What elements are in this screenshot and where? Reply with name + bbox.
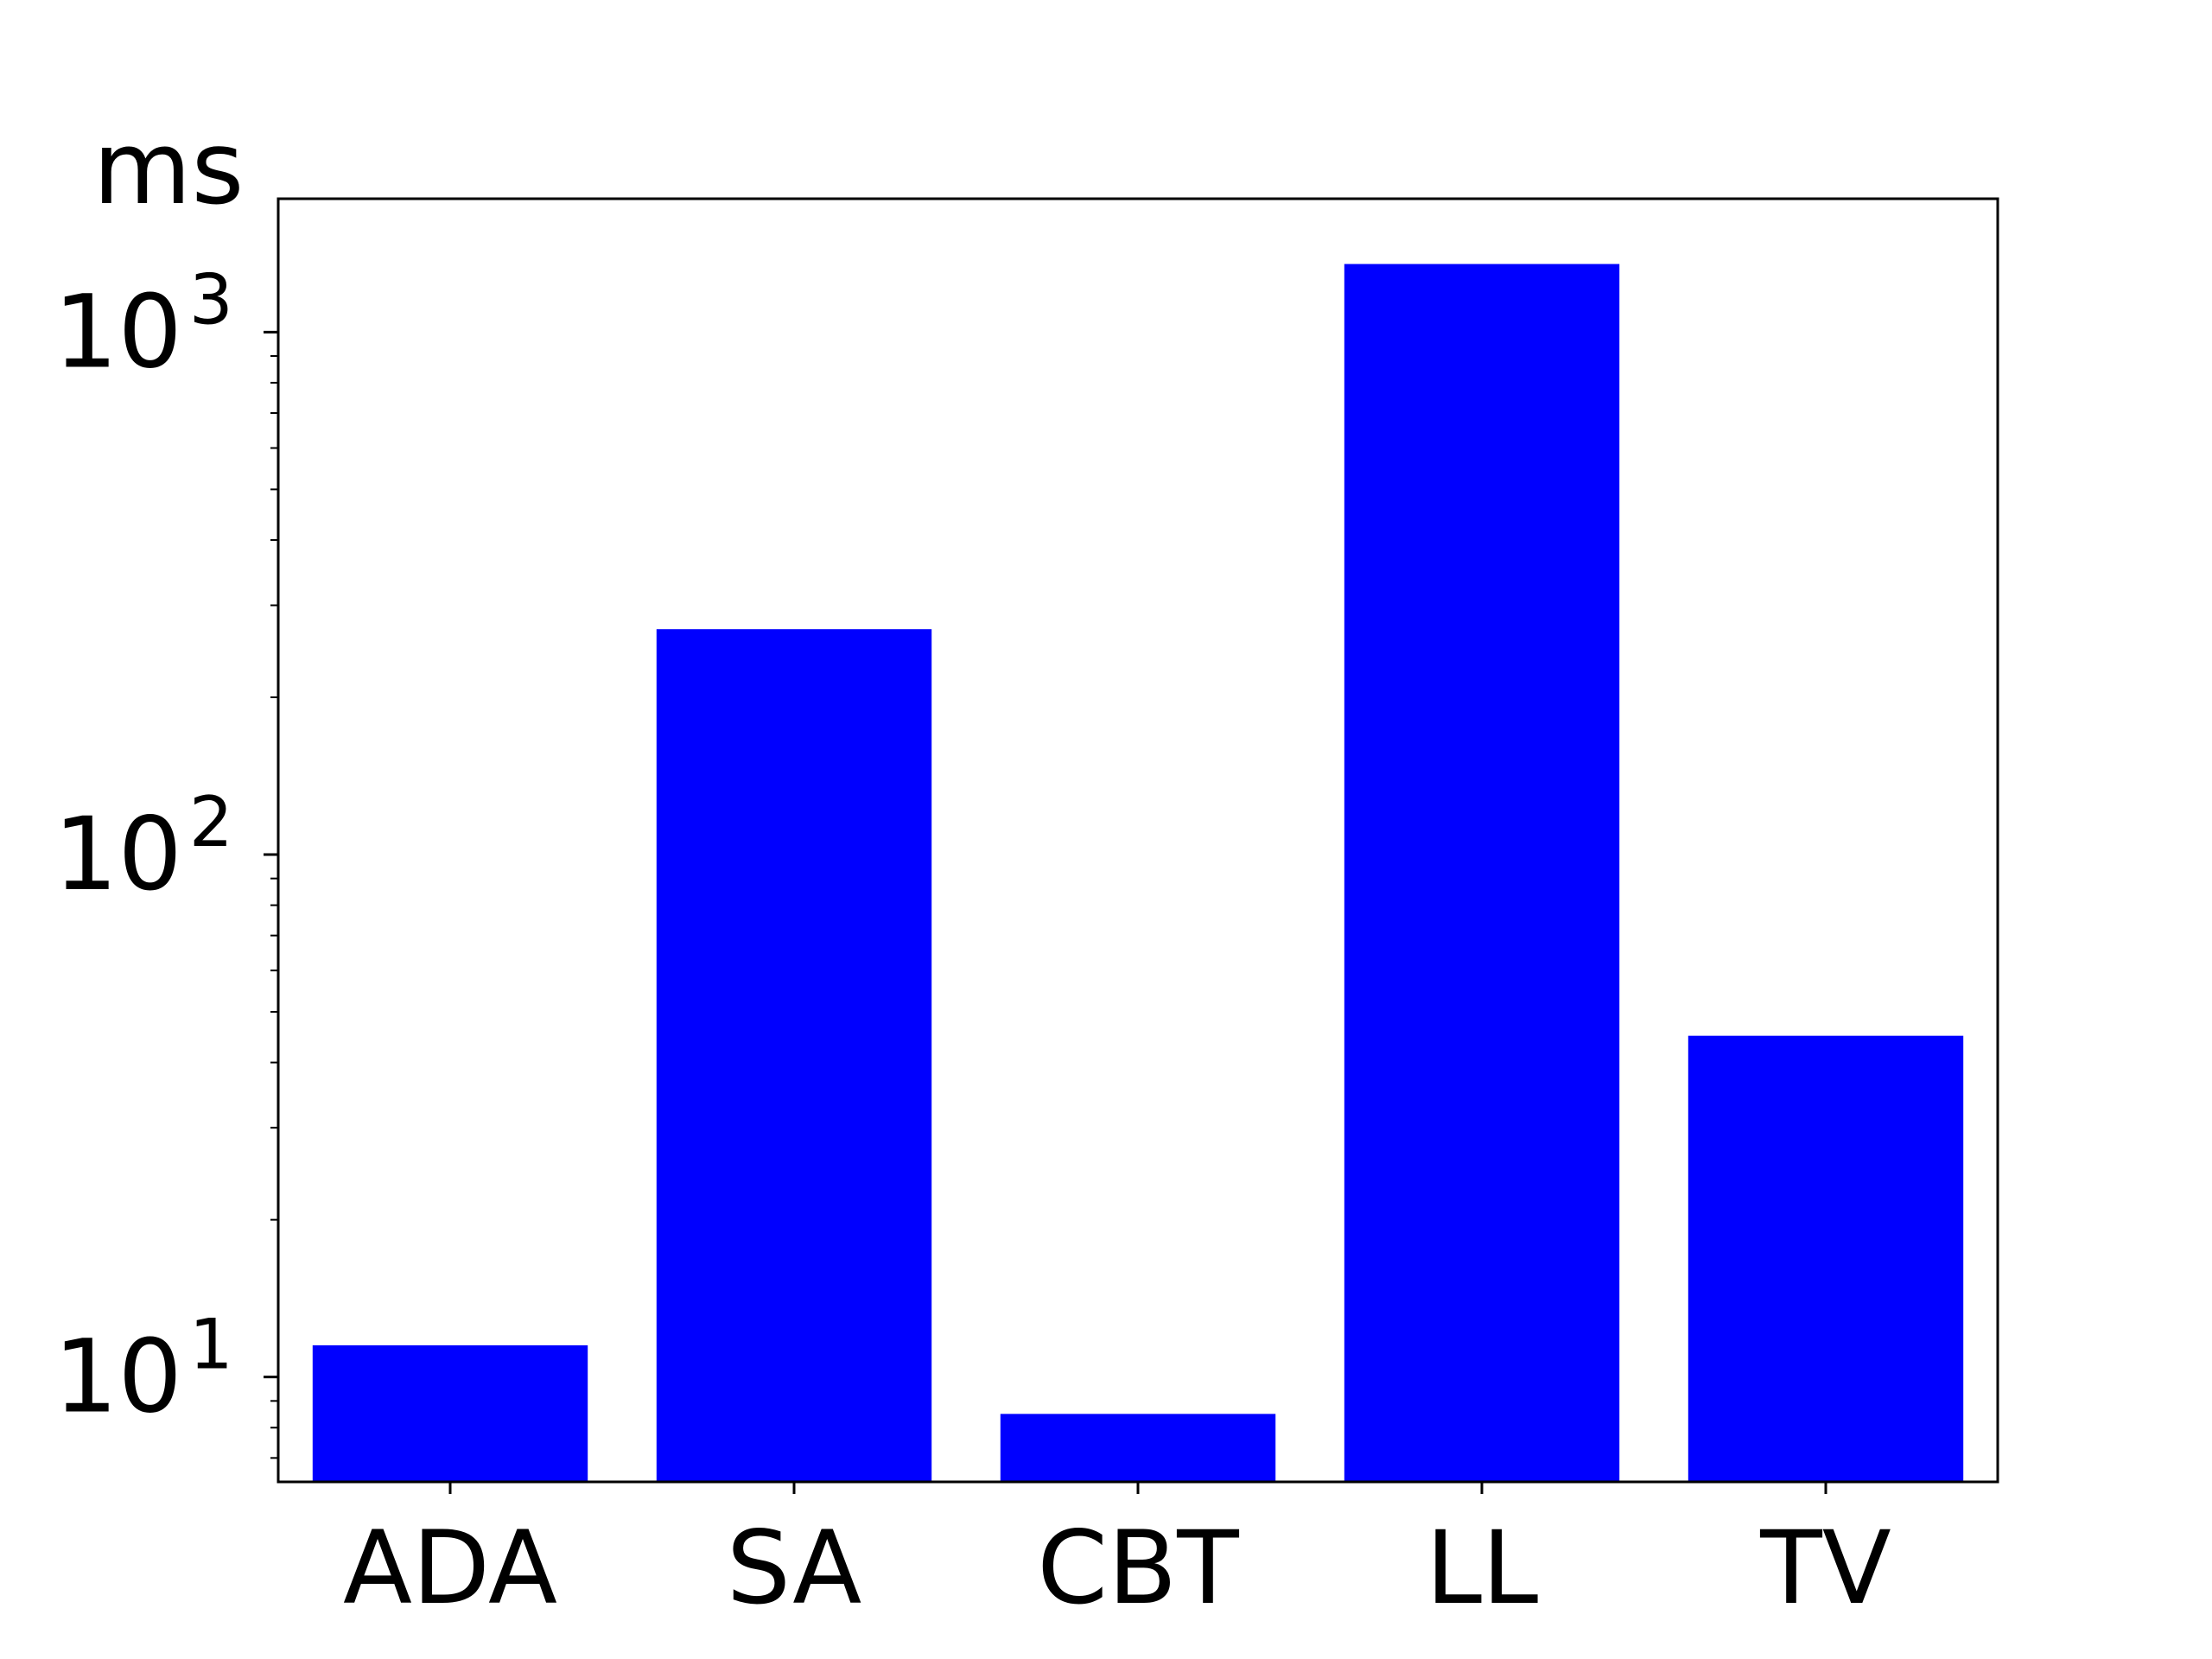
bars-group <box>312 264 1964 1482</box>
bar-sa <box>656 629 932 1482</box>
bar-tv <box>1688 1035 1964 1482</box>
y-tick-label-10: 10 1 <box>54 1305 233 1436</box>
bar-ll <box>1344 264 1620 1482</box>
x-tick-label-ada: ADA <box>343 1509 557 1627</box>
x-tick-label-tv: TV <box>1759 1509 1891 1627</box>
bar-ada <box>312 1344 588 1482</box>
y-tick-label-1000: 10 3 <box>54 259 233 391</box>
x-ticks: ADA SA CBT LL TV <box>343 1482 1891 1627</box>
x-tick-label-cbt: CBT <box>1037 1509 1239 1627</box>
x-tick-label-ll: LL <box>1426 1509 1538 1627</box>
y-axis-unit-label: ms <box>93 109 245 227</box>
plot-frame <box>276 197 1999 1484</box>
bar-cbt <box>1000 1414 1276 1482</box>
x-tick-label-sa: SA <box>727 1509 861 1627</box>
y-tick-label-100: 10 2 <box>54 782 233 913</box>
